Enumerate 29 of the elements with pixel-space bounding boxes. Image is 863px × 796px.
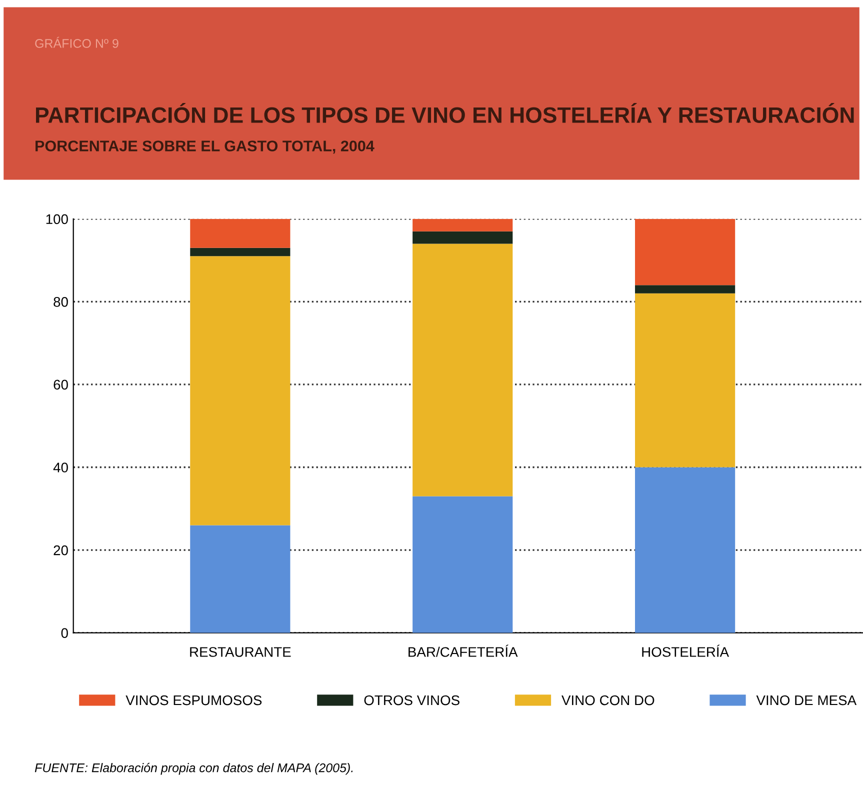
x-tick-label: RESTAURANTE bbox=[190, 647, 291, 657]
y-tick-label: 80 bbox=[54, 297, 68, 307]
chart-subtitle: PORCENTAJE SOBRE EL GASTO TOTAL, 2004 bbox=[36, 140, 374, 154]
x-tick-label: BAR/CAFETERÍA bbox=[408, 644, 518, 657]
bar bbox=[190, 218, 290, 248]
y-tick-label: 40 bbox=[53, 462, 68, 472]
y-tick-label: 0 bbox=[61, 628, 68, 638]
bar bbox=[412, 244, 513, 496]
text: GRÁFICO Nº 9 bbox=[35, 36, 118, 48]
legend-label: VINOS ESPUMOSOS bbox=[126, 695, 262, 706]
bar bbox=[190, 525, 290, 633]
bar bbox=[635, 467, 736, 633]
source-note: FUENTE: Elaboración propia con datos del MAPA (2005). bbox=[34, 762, 353, 775]
bar bbox=[635, 285, 736, 294]
bar bbox=[190, 248, 290, 256]
bar bbox=[190, 256, 290, 526]
bar bbox=[412, 218, 513, 232]
bar bbox=[635, 218, 736, 286]
legend-label: OTROS VINOS bbox=[364, 695, 460, 706]
y-tick-label: 100 bbox=[46, 214, 68, 224]
bar bbox=[412, 496, 513, 633]
x-tick-label: HOSTELERÍA bbox=[642, 644, 730, 657]
bar bbox=[412, 231, 513, 244]
bar bbox=[635, 293, 736, 468]
legend-label: VINO DE MESA bbox=[756, 695, 857, 706]
chart-title: PARTICIPACIÓN DE LOS TIPOS DE VINO EN HOSTELERÍA Y RESTAURACIÓN bbox=[36, 103, 854, 123]
legend-label: VINO CON DO bbox=[562, 695, 654, 706]
y-tick-label: 20 bbox=[54, 545, 68, 556]
y-tick-label: 60 bbox=[54, 380, 68, 390]
